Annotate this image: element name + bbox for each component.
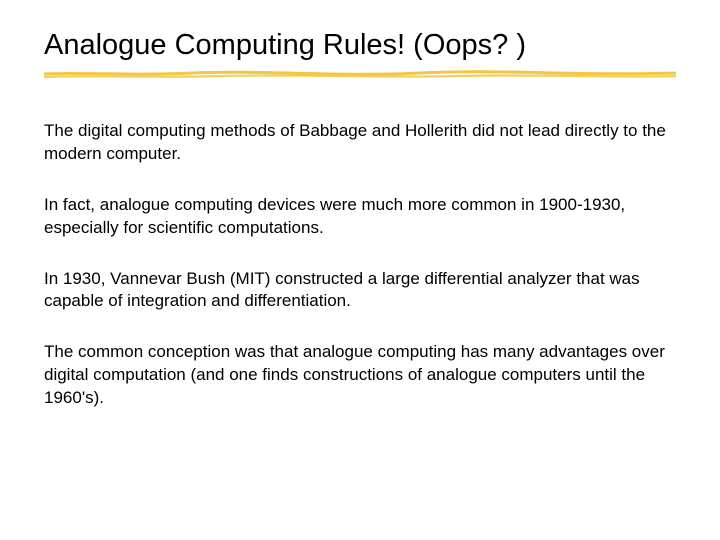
body-paragraph: In 1930, Vannevar Bush (MIT) constructed… [44, 268, 676, 314]
slide-container: Analogue Computing Rules! (Oops? ) The d… [0, 0, 720, 478]
body-paragraph: The digital computing methods of Babbage… [44, 120, 676, 166]
body-paragraph: The common conception was that analogue … [44, 341, 676, 410]
title-underline [44, 69, 676, 79]
slide-title: Analogue Computing Rules! (Oops? ) [44, 28, 676, 63]
title-wrap: Analogue Computing Rules! (Oops? ) [44, 28, 676, 84]
body-paragraph: In fact, analogue computing devices were… [44, 194, 676, 240]
